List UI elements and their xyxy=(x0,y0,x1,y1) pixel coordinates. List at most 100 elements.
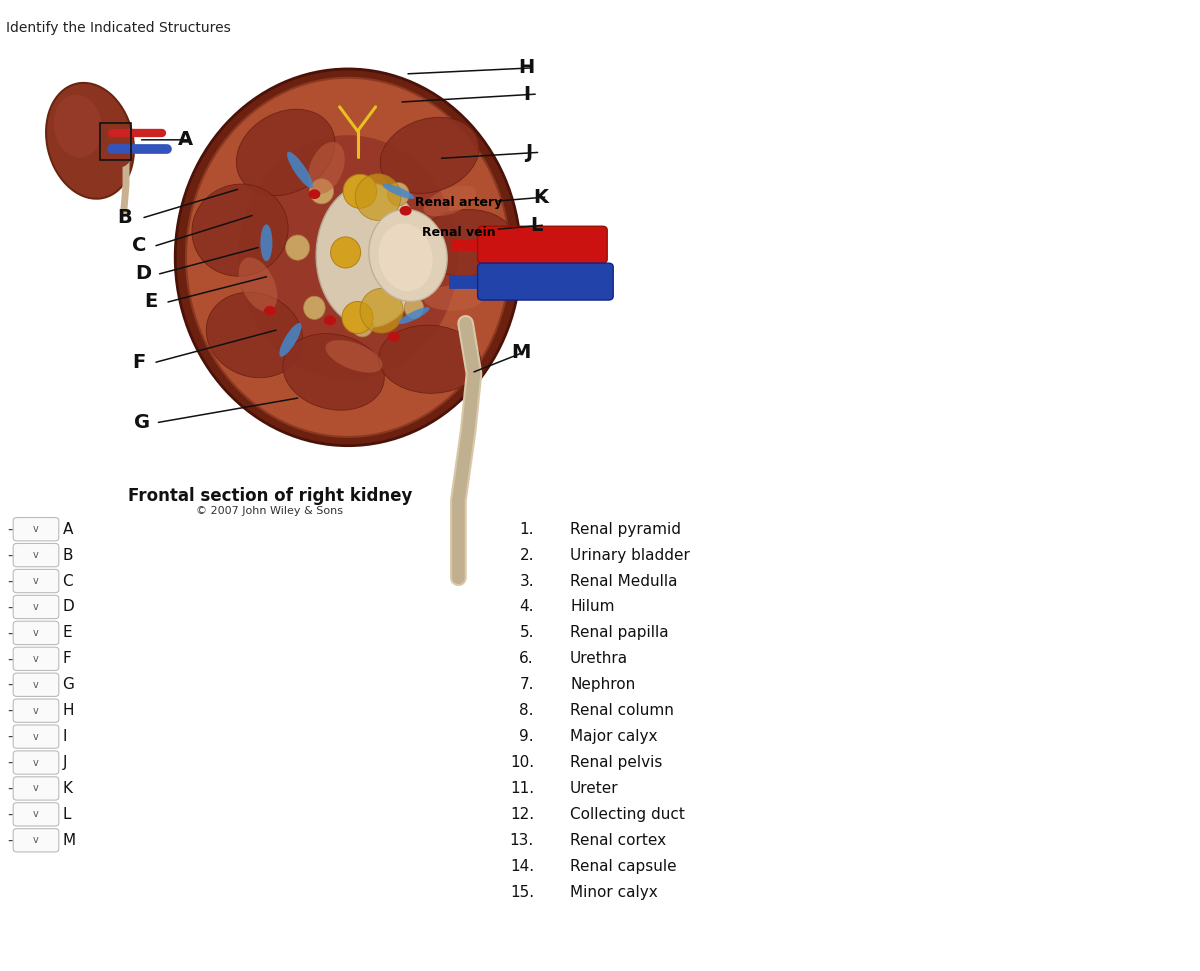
Text: M: M xyxy=(62,833,76,848)
FancyBboxPatch shape xyxy=(13,673,59,696)
Text: Urethra: Urethra xyxy=(570,652,628,666)
Ellipse shape xyxy=(304,296,325,319)
Text: D: D xyxy=(136,264,151,284)
Text: H: H xyxy=(518,58,535,78)
Ellipse shape xyxy=(280,323,301,356)
Circle shape xyxy=(388,332,400,342)
Text: B: B xyxy=(118,208,132,227)
Text: Renal cortex: Renal cortex xyxy=(570,833,666,848)
Text: E: E xyxy=(62,625,72,641)
Circle shape xyxy=(308,189,320,199)
Text: -: - xyxy=(7,677,13,692)
Text: K: K xyxy=(62,781,72,796)
Ellipse shape xyxy=(239,257,277,312)
Text: Renal Medulla: Renal Medulla xyxy=(570,574,678,588)
Ellipse shape xyxy=(236,110,335,195)
Ellipse shape xyxy=(383,184,414,199)
FancyBboxPatch shape xyxy=(13,569,59,592)
FancyBboxPatch shape xyxy=(13,803,59,826)
FancyBboxPatch shape xyxy=(13,699,59,722)
Text: 11.: 11. xyxy=(510,781,534,796)
Text: I: I xyxy=(62,729,67,744)
Ellipse shape xyxy=(310,179,334,204)
Text: J: J xyxy=(526,143,533,162)
FancyBboxPatch shape xyxy=(13,518,59,541)
Text: K: K xyxy=(533,187,547,207)
Text: -: - xyxy=(7,807,13,821)
Text: Urinary bladder: Urinary bladder xyxy=(570,548,690,562)
FancyBboxPatch shape xyxy=(478,263,613,300)
Text: B: B xyxy=(62,548,73,562)
FancyBboxPatch shape xyxy=(13,725,59,749)
Text: 1.: 1. xyxy=(520,521,534,537)
Text: v: v xyxy=(34,757,38,767)
Text: v: v xyxy=(34,602,38,612)
Bar xyxy=(100,123,131,160)
Text: -: - xyxy=(7,521,13,537)
Text: G: G xyxy=(134,413,150,432)
Text: 9.: 9. xyxy=(520,729,534,744)
Text: L: L xyxy=(62,807,71,821)
FancyBboxPatch shape xyxy=(13,647,59,670)
Ellipse shape xyxy=(287,151,313,188)
Ellipse shape xyxy=(283,334,384,410)
Text: G: G xyxy=(62,677,74,692)
Text: Renal pyramid: Renal pyramid xyxy=(570,521,682,537)
Ellipse shape xyxy=(175,69,521,446)
Text: 6.: 6. xyxy=(520,652,534,666)
Text: Renal vein: Renal vein xyxy=(421,225,496,239)
Circle shape xyxy=(400,206,412,216)
Text: 15.: 15. xyxy=(510,885,534,900)
Text: 2.: 2. xyxy=(520,548,534,562)
Text: v: v xyxy=(34,835,38,846)
Text: -: - xyxy=(7,755,13,770)
Ellipse shape xyxy=(316,184,424,327)
Text: F: F xyxy=(132,352,145,372)
Ellipse shape xyxy=(330,237,360,268)
Text: 5.: 5. xyxy=(520,625,534,641)
Text: Ureter: Ureter xyxy=(570,781,619,796)
Text: -: - xyxy=(7,548,13,562)
Text: H: H xyxy=(62,703,74,719)
Text: Frontal section of right kidney: Frontal section of right kidney xyxy=(128,487,412,506)
Text: -: - xyxy=(7,703,13,719)
Text: L: L xyxy=(530,216,542,235)
Text: D: D xyxy=(62,599,74,615)
Text: v: v xyxy=(34,731,38,742)
Circle shape xyxy=(324,316,336,325)
Text: v: v xyxy=(34,628,38,638)
Ellipse shape xyxy=(286,235,310,260)
Text: 14.: 14. xyxy=(510,858,534,874)
Text: Renal column: Renal column xyxy=(570,703,674,719)
Text: Identify the Indicated Structures: Identify the Indicated Structures xyxy=(6,21,230,35)
Ellipse shape xyxy=(238,135,458,380)
Text: Renal pelvis: Renal pelvis xyxy=(570,755,662,770)
Text: Minor calyx: Minor calyx xyxy=(570,885,658,900)
Ellipse shape xyxy=(380,117,479,193)
Text: F: F xyxy=(62,652,71,666)
Ellipse shape xyxy=(416,210,515,276)
Text: v: v xyxy=(34,551,38,560)
Ellipse shape xyxy=(206,292,302,378)
Text: M: M xyxy=(511,343,530,362)
Text: -: - xyxy=(7,781,13,796)
FancyBboxPatch shape xyxy=(13,751,59,774)
Text: -: - xyxy=(7,625,13,641)
Text: © 2007 John Wiley & Sons: © 2007 John Wiley & Sons xyxy=(197,506,343,516)
Ellipse shape xyxy=(379,325,480,393)
FancyBboxPatch shape xyxy=(13,621,59,645)
Text: Renal artery: Renal artery xyxy=(415,196,502,210)
Text: 8.: 8. xyxy=(520,703,534,719)
Text: v: v xyxy=(34,810,38,820)
Text: v: v xyxy=(34,524,38,534)
Ellipse shape xyxy=(260,224,272,261)
Text: C: C xyxy=(62,574,73,588)
Text: Nephron: Nephron xyxy=(570,677,635,692)
FancyBboxPatch shape xyxy=(13,777,59,800)
Text: Major calyx: Major calyx xyxy=(570,729,658,744)
Text: v: v xyxy=(34,680,38,689)
Text: v: v xyxy=(34,784,38,793)
Ellipse shape xyxy=(416,235,436,256)
Text: -: - xyxy=(7,729,13,744)
Text: E: E xyxy=(144,292,157,312)
